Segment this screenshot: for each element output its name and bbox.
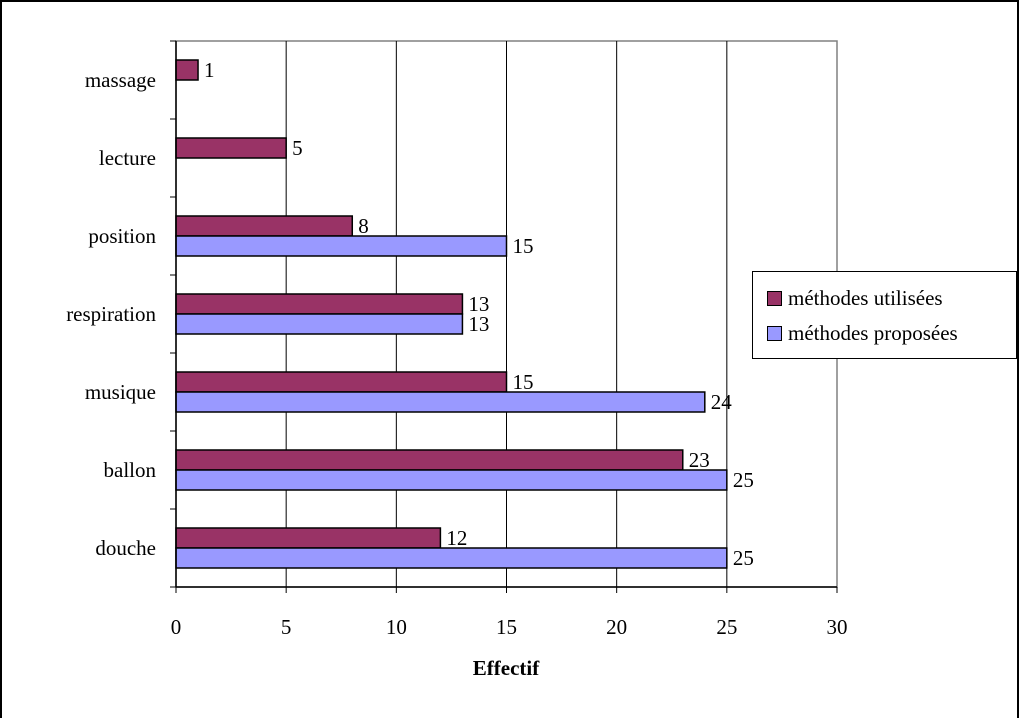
data-label-used-ballon: 23 (689, 448, 710, 472)
data-label-used-douche: 12 (446, 526, 467, 550)
data-label-used-musique: 15 (513, 370, 534, 394)
data-label-used-position: 8 (358, 214, 369, 238)
bar-used-ballon (175, 449, 684, 471)
x-tick-label-5: 5 (281, 615, 292, 639)
legend-item-used: méthodes utilisées (767, 285, 943, 311)
bar-proposed-musique (175, 391, 706, 413)
category-label-musique: musique (85, 380, 156, 404)
bar-proposed-position (175, 235, 508, 257)
bars (175, 59, 728, 569)
bar-used-douche (175, 527, 442, 549)
bar-proposed-ballon (175, 469, 728, 491)
x-tick-label-25: 25 (716, 615, 737, 639)
bar-proposed-douche (175, 547, 728, 569)
bar-used-position (175, 215, 354, 237)
legend-swatch-used (767, 290, 782, 306)
x-tick-label-15: 15 (496, 615, 517, 639)
data-label-proposed-respiration: 13 (468, 312, 489, 336)
data-label-proposed-douche: 25 (733, 546, 754, 570)
legend-label-used: méthodes utilisées (788, 285, 943, 310)
category-label-respiration: respiration (66, 302, 156, 326)
category-label-douche: douche (95, 536, 156, 560)
data-label-proposed-musique: 24 (711, 390, 733, 414)
bar-used-respiration (175, 293, 464, 315)
x-tick-label-30: 30 (827, 615, 848, 639)
x-tick-label-0: 0 (171, 615, 182, 639)
legend-label-proposed: méthodes proposées (788, 320, 958, 345)
data-label-used-massage: 1 (204, 58, 215, 82)
data-label-used-respiration: 13 (468, 292, 489, 316)
bar-used-lecture (175, 137, 287, 159)
category-label-lecture: lecture (99, 146, 156, 170)
category-label-position: position (88, 224, 156, 248)
category-label-massage: massage (85, 68, 156, 92)
category-label-ballon: ballon (104, 458, 157, 482)
x-tick-label-10: 10 (386, 615, 407, 639)
x-tick-label-20: 20 (606, 615, 627, 639)
legend: méthodes utilisées méthodes proposées (752, 271, 1017, 359)
legend-swatch-proposed (767, 325, 782, 341)
x-axis-title: Effectif (472, 656, 540, 680)
bar-proposed-respiration (175, 313, 464, 335)
data-label-proposed-ballon: 25 (733, 468, 754, 492)
axes (170, 40, 838, 593)
legend-item-proposed: méthodes proposées (767, 320, 958, 346)
data-label-proposed-position: 15 (513, 234, 534, 258)
bar-used-musique (175, 371, 508, 393)
data-label-used-lecture: 5 (292, 136, 303, 160)
bar-used-massage (175, 59, 199, 81)
